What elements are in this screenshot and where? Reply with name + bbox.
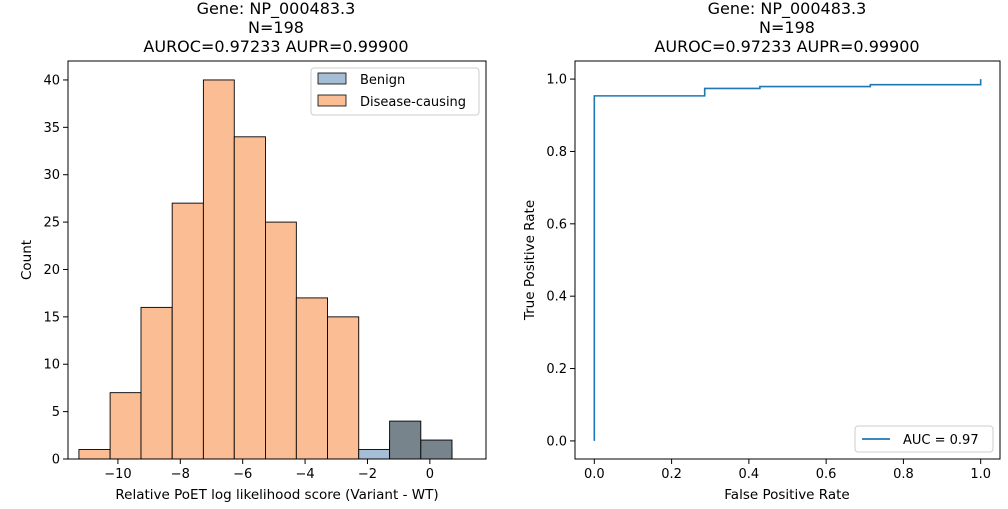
hist-x-tick-label: 0 bbox=[426, 467, 434, 482]
bar-disease-causing-7 bbox=[295, 297, 328, 460]
roc-x-axis-label: False Positive Rate bbox=[724, 487, 849, 503]
roc-y-tick-label: 1.0 bbox=[546, 73, 567, 88]
roc-y-tick-label: 0.4 bbox=[546, 290, 567, 305]
hist-axes-frame bbox=[67, 60, 487, 460]
roc-legend: AUC = 0.97 bbox=[854, 425, 994, 453]
bar-disease-causing-2 bbox=[140, 306, 173, 460]
roc-x-tick-label: 0.8 bbox=[893, 467, 914, 482]
roc-panel: Gene: NP_000483.3 N=198 AUROC=0.97233 AU… bbox=[522, 0, 1001, 503]
roc-curve bbox=[593, 79, 982, 441]
roc-y-tick-label: 0.2 bbox=[546, 362, 567, 377]
legend-label-disease-causing: Disease-causing bbox=[360, 95, 466, 110]
hist-y-tick-label: 40 bbox=[43, 73, 60, 88]
hist-x-tick-label: −6 bbox=[233, 467, 252, 482]
roc-x-tick-label: 1.0 bbox=[970, 467, 991, 482]
hist-y-tick-label: 20 bbox=[43, 263, 60, 278]
hist-x-tick-label: −8 bbox=[171, 467, 190, 482]
bar-disease-causing-8 bbox=[327, 316, 360, 460]
hist-y-tick-label: 35 bbox=[43, 121, 60, 136]
hist-x-tick-label: −2 bbox=[358, 467, 377, 482]
roc-x-tick-label: 0.2 bbox=[661, 467, 682, 482]
roc-axes-frame bbox=[574, 60, 1001, 460]
histogram-panel: Gene: NP_000483.3 N=198 AUROC=0.97233 AU… bbox=[19, 0, 487, 503]
hist-y-tick-label: 25 bbox=[43, 216, 60, 231]
roc-legend-label: AUC = 0.97 bbox=[903, 433, 979, 448]
roc-title-line-3: AUROC=0.97233 AUPR=0.99900 bbox=[654, 37, 919, 56]
hist-y-ticks: 0 5 10 15 20 25 30 35 40 bbox=[43, 73, 68, 468]
roc-title-line-2: N=198 bbox=[759, 18, 815, 37]
hist-x-tick-label: −4 bbox=[295, 467, 314, 482]
roc-x-tick-label: 0.4 bbox=[739, 467, 760, 482]
roc-y-tick-label: 0.0 bbox=[546, 434, 567, 449]
hist-y-tick-label: 15 bbox=[43, 310, 60, 325]
roc-y-tick-label: 0.8 bbox=[546, 145, 567, 160]
hist-y-tick-label: 5 bbox=[52, 405, 60, 420]
bar-disease-causing-0 bbox=[78, 449, 111, 460]
roc-legend-box bbox=[854, 425, 994, 453]
hist-legend-box bbox=[310, 67, 480, 116]
roc-y-ticks: 0.0 0.2 0.4 0.6 0.8 1.0 bbox=[546, 73, 575, 449]
hist-x-ticks: −10 −8 −6 −4 −2 0 bbox=[104, 459, 434, 482]
roc-y-axis-label: True Positive Rate bbox=[522, 200, 538, 321]
histogram-bars bbox=[78, 79, 453, 460]
hist-legend: Benign Disease-causing bbox=[310, 67, 480, 116]
bar-disease-causing-6 bbox=[265, 221, 297, 460]
bar-disease-causing-1 bbox=[109, 392, 142, 460]
hist-x-tick-label: −10 bbox=[104, 467, 131, 482]
hist-y-tick-label: 0 bbox=[52, 453, 60, 468]
bar-benign-10 bbox=[389, 420, 422, 460]
hist-y-tick-label: 10 bbox=[43, 358, 60, 373]
roc-y-tick-label: 0.6 bbox=[546, 217, 567, 232]
bar-disease-causing-3 bbox=[171, 202, 204, 460]
hist-title-line-2: N=198 bbox=[248, 18, 304, 37]
bar-disease-causing-5 bbox=[233, 136, 266, 460]
hist-y-tick-label: 30 bbox=[43, 168, 60, 183]
bar-disease-causing-4 bbox=[202, 79, 235, 460]
bar-benign-11 bbox=[420, 439, 453, 460]
legend-label-benign: Benign bbox=[360, 73, 405, 88]
hist-x-axis-label: Relative PoET log likelihood score (Vari… bbox=[115, 487, 438, 503]
hist-title-line-3: AUROC=0.97233 AUPR=0.99900 bbox=[143, 37, 408, 56]
roc-x-tick-label: 0.6 bbox=[816, 467, 837, 482]
roc-x-ticks: 0.0 0.2 0.4 0.6 0.8 1.0 bbox=[584, 459, 991, 482]
legend-swatch-benign bbox=[317, 72, 347, 85]
hist-title-line-1: Gene: NP_000483.3 bbox=[197, 0, 356, 19]
hist-y-axis-label: Count bbox=[19, 240, 35, 280]
bar-benign-9 bbox=[358, 449, 391, 460]
legend-swatch-disease-causing bbox=[317, 94, 347, 107]
roc-title-line-1: Gene: NP_000483.3 bbox=[708, 0, 867, 19]
roc-x-tick-label: 0.0 bbox=[584, 467, 605, 482]
